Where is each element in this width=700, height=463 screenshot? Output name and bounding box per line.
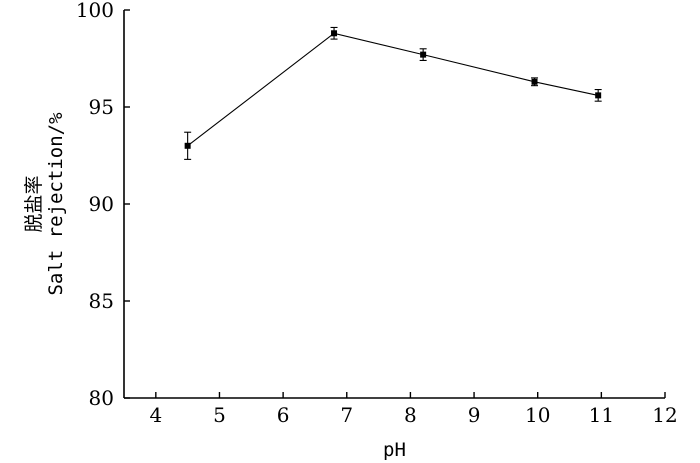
y-axis-label-chinese: 脱盐率: [23, 175, 45, 232]
y-tick-label: 100: [76, 0, 114, 22]
x-tick-label: 10: [525, 403, 550, 427]
data-point: [331, 30, 338, 37]
x-tick-label: 7: [340, 403, 353, 427]
y-axis-label: 脱盐率 Salt rejection/%: [23, 112, 67, 296]
y-tick-label: 95: [89, 95, 114, 119]
y-axis-label-english: Salt rejection/%: [45, 112, 67, 296]
x-tick-label: 5: [213, 403, 226, 427]
y-tick-label: 85: [89, 289, 114, 313]
data-point: [420, 51, 427, 58]
series-line: [187, 32, 599, 147]
x-axis-label: pH: [383, 439, 406, 461]
data-point: [184, 142, 191, 149]
data-point: [595, 92, 602, 99]
x-tick-label: 9: [468, 403, 481, 427]
x-tick-label: 11: [589, 403, 614, 427]
y-tick-label: 90: [89, 192, 114, 216]
data-point: [531, 78, 538, 85]
x-tick-label: 8: [404, 403, 417, 427]
x-tick-label: 4: [149, 403, 162, 427]
y-axis-ticks: 80 85 90 95 100: [76, 0, 130, 410]
y-tick-label: 80: [89, 386, 114, 410]
x-axis-ticks: 4 5 6 7 8 9 10 11 12: [149, 392, 678, 427]
x-tick-label: 6: [277, 403, 290, 427]
x-tick-label: 12: [652, 403, 677, 427]
plot-area: [184, 26, 602, 160]
